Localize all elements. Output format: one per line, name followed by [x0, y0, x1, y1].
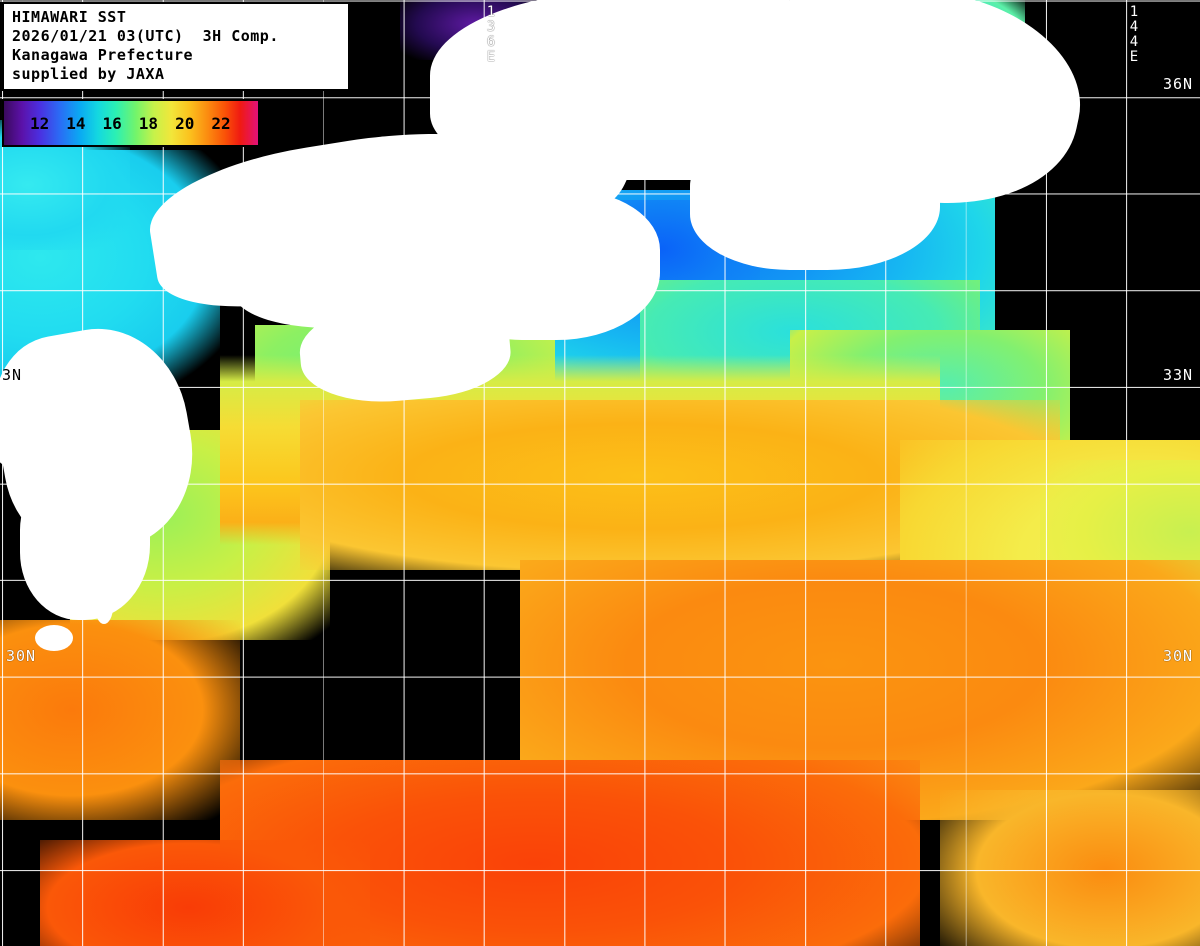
colorbar-tick-20: 20 — [175, 113, 195, 133]
lat-label-33n-left: 33N — [0, 366, 23, 384]
title-line-datetime: 2026/01/21 03(UTC) 3H Comp. — [12, 27, 279, 45]
lat-label-30n-left: 30N — [6, 647, 37, 665]
lon-label-136e: 136E — [483, 4, 499, 64]
colorbar-tick-22: 22 — [211, 113, 231, 133]
land-small-islet-c — [95, 590, 113, 624]
title-line-org: Kanagawa Prefecture — [12, 46, 194, 64]
sst-colorbar: 12 14 16 18 20 22 — [2, 99, 260, 147]
colorbar-tick-labels: 12 14 16 18 20 22 — [4, 101, 258, 145]
lon-label-144e: 144E — [1126, 4, 1142, 64]
title-line-product: HIMAWARI SST — [12, 8, 127, 26]
lat-label-33n-right: 33N — [1163, 366, 1194, 384]
title-box: HIMAWARI SST 2026/01/21 03(UTC) 3H Comp.… — [2, 2, 350, 91]
colorbar-tick-18: 18 — [138, 113, 159, 133]
colorbar-tick-16: 16 — [102, 113, 122, 133]
land-honshu-kanto — [690, 130, 940, 270]
sst-region-subtropical-red-2 — [40, 840, 370, 946]
lat-label-30n-right: 30N — [1163, 647, 1194, 665]
land-small-islet-a — [35, 625, 73, 651]
lat-label-36n-right: 36N — [1163, 75, 1194, 93]
colorbar-tick-12: 12 — [30, 113, 50, 133]
title-line-supplier: supplied by JAXA — [12, 65, 165, 83]
colorbar-tick-14: 14 — [66, 113, 86, 133]
sst-region-southeast-orange — [940, 790, 1200, 946]
